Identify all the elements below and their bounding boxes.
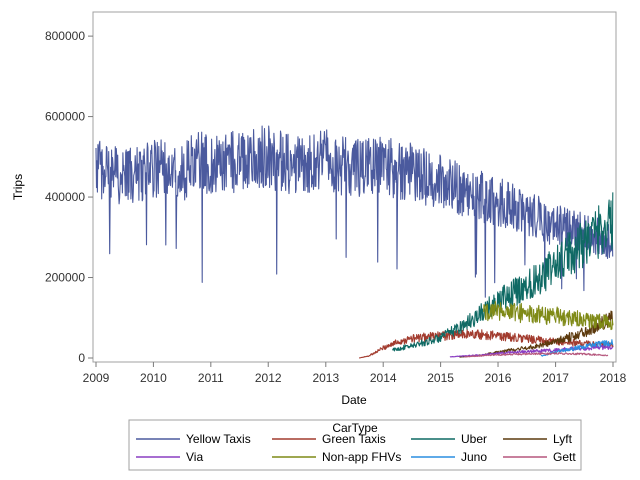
x-tick-label: 2012 xyxy=(255,371,282,385)
series-line-via xyxy=(449,343,614,358)
legend-label: Gett xyxy=(553,450,576,464)
y-axis-title: Trips xyxy=(11,174,25,200)
x-tick-label: 2013 xyxy=(312,371,339,385)
series-line-green-taxis xyxy=(358,329,614,359)
y-tick-label: 800000 xyxy=(45,29,85,43)
y-tick-label: 600000 xyxy=(45,110,85,124)
x-tick-label: 2015 xyxy=(427,371,454,385)
x-tick-label: 2009 xyxy=(83,371,110,385)
x-tick-label: 2016 xyxy=(485,371,512,385)
legend-label: Yellow Taxis xyxy=(186,432,251,446)
y-tick-label: 400000 xyxy=(45,190,85,204)
legend-title: CarType xyxy=(332,421,378,435)
x-axis: 2009 2010 2011 2012 2013 2014 2015 2016 2017 2018 xyxy=(83,362,627,385)
legend-frame xyxy=(128,419,582,471)
series-line-non-app-fhvs xyxy=(483,301,614,331)
series-line-yellow-taxis xyxy=(95,125,614,298)
plot-frame xyxy=(92,11,617,363)
legend-label: Juno xyxy=(461,450,487,464)
x-tick-label: 2011 xyxy=(198,371,224,385)
series-line-gett xyxy=(464,352,609,358)
y-axis: 0 200000 400000 600000 800000 xyxy=(45,29,93,365)
x-tick-label: 2018 xyxy=(600,371,627,385)
x-tick-label: 2010 xyxy=(140,371,167,385)
legend-label: Green Taxis xyxy=(322,432,386,446)
legend-label: Via xyxy=(186,450,203,464)
series-line-juno xyxy=(540,339,614,357)
y-tick-label: 200000 xyxy=(45,271,85,285)
series-line-uber xyxy=(392,192,614,352)
legend-label: Lyft xyxy=(553,432,573,446)
x-tick-label: 2017 xyxy=(542,371,569,385)
y-tick-label: 0 xyxy=(78,351,85,365)
legend: CarType Yellow Taxis Green Taxis Uber Lyft V… xyxy=(128,419,582,471)
x-axis-title: Date xyxy=(341,393,367,407)
legend-label: Non-app FHVs xyxy=(322,450,401,464)
series-layer xyxy=(95,125,614,359)
x-tick-label: 2014 xyxy=(370,371,397,385)
legend-label: Uber xyxy=(461,432,487,446)
